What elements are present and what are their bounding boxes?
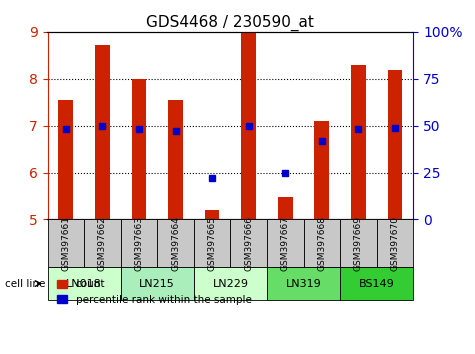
Text: GSM397670: GSM397670	[390, 216, 399, 271]
Text: GSM397668: GSM397668	[317, 216, 326, 271]
Text: GSM397664: GSM397664	[171, 216, 180, 271]
Text: cell line: cell line	[5, 279, 45, 289]
Text: GSM397666: GSM397666	[244, 216, 253, 271]
Bar	[241, 32, 256, 219]
Bar	[168, 100, 183, 219]
Legend: count, percentile rank within the sample: count, percentile rank within the sample	[53, 275, 256, 309]
Text: GSM397663: GSM397663	[134, 216, 143, 271]
Text: BS149: BS149	[359, 279, 395, 289]
Bar	[132, 79, 146, 219]
Text: GSM397669: GSM397669	[354, 216, 363, 271]
Bar	[58, 100, 73, 219]
Bar	[95, 45, 110, 219]
Text: GSM397665: GSM397665	[208, 216, 217, 271]
Bar	[278, 197, 293, 219]
Text: LN319: LN319	[285, 279, 322, 289]
Text: LN215: LN215	[139, 279, 175, 289]
Bar	[314, 121, 329, 219]
Bar	[351, 65, 366, 219]
Bar	[205, 210, 219, 219]
Title: GDS4468 / 230590_at: GDS4468 / 230590_at	[146, 14, 314, 30]
Text: GSM397662: GSM397662	[98, 216, 107, 271]
Text: LN229: LN229	[212, 279, 248, 289]
Text: GSM397661: GSM397661	[61, 216, 70, 271]
Bar	[388, 70, 402, 219]
Text: GSM397667: GSM397667	[281, 216, 290, 271]
Text: LN018: LN018	[66, 279, 102, 289]
